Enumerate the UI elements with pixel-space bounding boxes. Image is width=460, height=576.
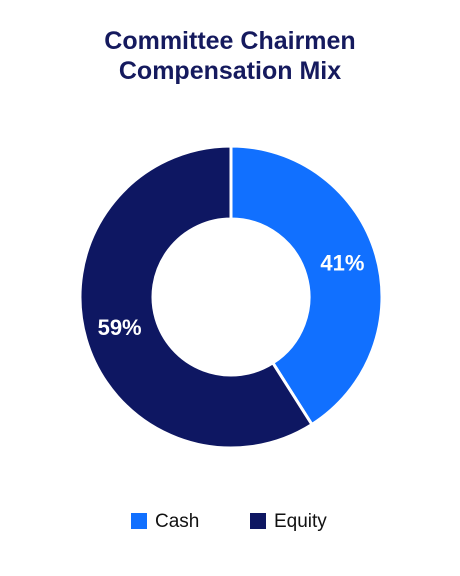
chart-title: Committee Chairmen Compensation Mix: [104, 27, 356, 85]
donut-slice: [229, 144, 384, 427]
donut-slice: [78, 144, 314, 450]
legend-label: Equity: [274, 511, 327, 532]
legend-swatch: [131, 513, 147, 529]
data-label: 59%: [98, 315, 142, 340]
legend-swatch: [250, 513, 266, 529]
data-label: 41%: [320, 250, 364, 275]
legend-label: Cash: [155, 511, 199, 532]
